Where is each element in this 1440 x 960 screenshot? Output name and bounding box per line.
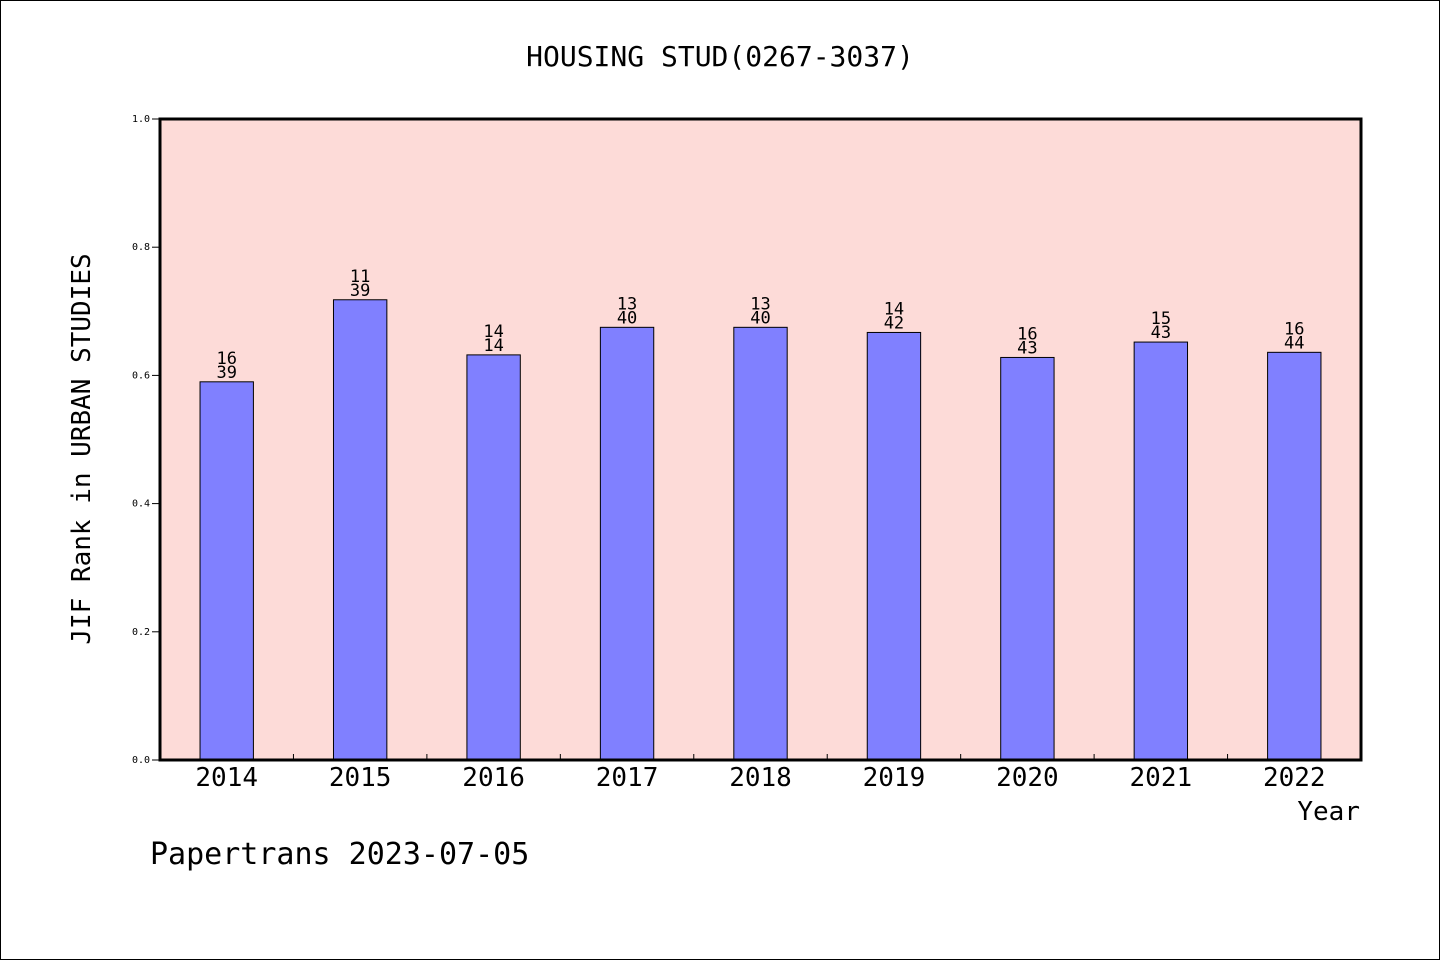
bar-label-top: 14 xyxy=(483,322,503,342)
chart-title: HOUSING STUD(0267-3037) xyxy=(526,40,914,73)
bar-label-bottom: 42 xyxy=(884,313,904,333)
x-axis: 2014 2015 2016 2017 2018 2019 2020 2021 2022 xyxy=(195,754,1326,793)
bar-label-bottom: 43 xyxy=(1151,323,1171,343)
bar-label-top: 14 xyxy=(884,299,904,319)
bar-label-bottom: 39 xyxy=(350,281,370,301)
bar-label-top: 16 xyxy=(216,349,236,369)
x-tick-label: 2015 xyxy=(329,763,392,793)
x-tick-label: 2021 xyxy=(1130,763,1193,793)
bars-group xyxy=(199,299,1322,761)
y-axis: 0.0 0.2 0.4 0.6 0.8 1.0 xyxy=(132,114,160,766)
bar-2015 xyxy=(332,299,388,761)
x-tick-label: 2014 xyxy=(195,763,258,793)
bar-label-top: 13 xyxy=(617,294,637,314)
x-tick-label: 2018 xyxy=(729,763,792,793)
y-tick-label: 0.6 xyxy=(132,370,150,381)
y-tick-label: 0.0 xyxy=(132,755,150,766)
y-tick-label: 0.8 xyxy=(132,242,150,253)
bar-label-top: 16 xyxy=(1284,319,1304,339)
y-tick-label: 0.2 xyxy=(132,627,150,638)
x-axis-label: Year xyxy=(1297,797,1360,827)
bar-2022 xyxy=(1267,351,1322,761)
bar-label-bottom: 14 xyxy=(483,336,503,356)
x-tick-label: 2019 xyxy=(863,763,926,793)
bar-2017 xyxy=(599,326,655,761)
y-tick-label: 0.4 xyxy=(132,499,150,510)
bar-label-bottom: 40 xyxy=(617,308,637,328)
plot-border xyxy=(158,117,1363,762)
bar-2014 xyxy=(199,381,254,761)
bar-2020 xyxy=(1000,356,1055,761)
x-tick-label: 2016 xyxy=(462,763,525,793)
x-tick-label: 2020 xyxy=(996,763,1059,793)
bar-label-top: 16 xyxy=(1017,324,1037,344)
bar-label-top: 13 xyxy=(750,294,770,314)
x-tick-label: 2022 xyxy=(1263,763,1326,793)
y-axis-label: JIF Rank in URBAN STUDIES xyxy=(67,253,97,644)
bar-label-bottom: 40 xyxy=(750,308,770,328)
bar-label-bottom: 44 xyxy=(1284,333,1304,353)
bar-2016 xyxy=(466,354,521,761)
bar-2019 xyxy=(866,331,922,761)
x-tick-label: 2017 xyxy=(596,763,659,793)
bar-label-bottom: 43 xyxy=(1017,338,1037,358)
bar-label-top: 11 xyxy=(350,267,370,287)
footer-text: Papertrans 2023-07-05 xyxy=(150,837,529,872)
bar-2021 xyxy=(1133,341,1189,761)
bar-2018 xyxy=(733,326,788,761)
y-tick-label: 1.0 xyxy=(132,114,150,125)
bar-label-top: 15 xyxy=(1151,309,1171,329)
bar-label-bottom: 39 xyxy=(216,363,236,383)
